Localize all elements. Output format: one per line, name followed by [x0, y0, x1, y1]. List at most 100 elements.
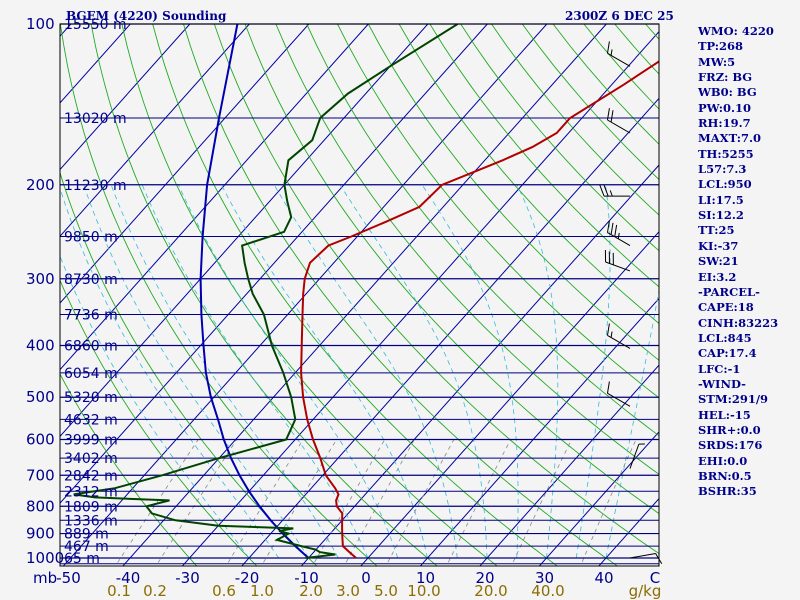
height-label: 2312 m [64, 484, 118, 500]
isotherm-line [60, 24, 369, 371]
index-row: L57:7.3 [698, 162, 747, 177]
valid-time: 2300Z 6 DEC 25 [565, 9, 674, 23]
station-title: BGEM (4220) Sounding [66, 9, 227, 23]
mixing-ratio-tick-label: 20.0 [474, 582, 507, 600]
dry-adiabat-line [398, 24, 659, 324]
mixing-ratio-tick-label: 0.6 [212, 582, 236, 600]
dry-adiabat-line [429, 24, 659, 288]
mixing-ratio-line [580, 439, 637, 566]
index-row: KI:-37 [698, 238, 739, 253]
isobar-grid [60, 23, 659, 565]
wind-barb [604, 250, 631, 272]
index-row: BRN:0.5 [698, 468, 752, 483]
pressure-tick-label: 800 [26, 497, 55, 515]
temperature-tick-label: -30 [175, 569, 200, 587]
dry-adiabat-line [460, 24, 659, 252]
isotherm-line [479, 364, 659, 566]
isotherm-line [60, 24, 191, 171]
mixing-ratio-tick-label: 1.0 [250, 582, 274, 600]
height-label: 13020 m [64, 111, 127, 127]
dry-adiabat-line [244, 24, 659, 515]
sounding-indices-panel: WMO: 4220 TP:268 MW:5 FRZ: BG WB0: BG PW:0.10… [698, 24, 798, 500]
dry-adiabat-grid [60, 24, 659, 566]
pressure-tick-label: 600 [26, 431, 55, 449]
index-row: SW:21 [698, 254, 739, 269]
mixing-ratio-tick-label: 0.1 [107, 582, 131, 600]
index-row: LCL:845 [698, 330, 752, 345]
temperature-tick-label: 0 [361, 569, 371, 587]
pressure-tick-label: 500 [26, 388, 55, 406]
temperature-tick-label: 30 [535, 569, 554, 587]
index-row: MAXT:7.0 [698, 131, 761, 146]
mixing-ratio-line [385, 439, 455, 566]
index-row: STM:291/9 [698, 392, 769, 407]
height-label: 5320 m [64, 390, 118, 406]
moist-adiabat-line [178, 184, 399, 559]
index-row: -WIND- [698, 376, 746, 391]
isotherm-line [60, 24, 488, 504]
isotherm-line [419, 297, 659, 566]
height-label: 2842 m [64, 468, 118, 484]
dry-adiabat-line [60, 373, 198, 566]
index-row: -PARCEL- [698, 284, 760, 299]
temperature-tick-label: -20 [235, 569, 260, 587]
mixing-ratio-line [155, 439, 238, 566]
temperature-tick-label: 20 [475, 569, 494, 587]
wind-barb [606, 108, 631, 134]
height-label: 3402 m [64, 451, 118, 467]
mixing-ratio-line [114, 439, 199, 566]
pressure-tick-label: 1000 [26, 549, 64, 567]
isotherm-line [60, 24, 429, 438]
index-row: TH:5255 [698, 146, 754, 161]
mixing-ratio-tick-label: 40.0 [531, 582, 564, 600]
dry-adiabat-line [183, 24, 619, 566]
pressure-tick-label: 400 [26, 337, 55, 355]
mixing-ratio-line [343, 439, 415, 566]
mixing-ratio-line [225, 439, 304, 566]
dry-adiabat-line [306, 24, 659, 437]
temperature-tick-label: -10 [294, 569, 319, 587]
plot-frame [59, 23, 660, 567]
pressure-tick-label: 100 [26, 15, 55, 33]
mixing-ratio-tick-label: 5.0 [374, 582, 398, 600]
index-row: CINH:83223 [698, 315, 779, 330]
moist-adiabat-line [110, 184, 339, 559]
index-row: SHR+:0.0 [698, 422, 761, 437]
index-row: CAPE:18 [698, 300, 754, 315]
index-row: HEL:-15 [698, 407, 751, 422]
isotherm-line [241, 97, 659, 566]
index-row: EI:3.2 [698, 269, 737, 284]
height-label: 65 m [64, 551, 100, 567]
height-label: 1336 m [64, 513, 118, 529]
height-label: 3999 m [64, 433, 118, 449]
wind-barbs [599, 41, 663, 565]
dry-adiabat-line [121, 24, 498, 566]
mixing-ratio-tick-label: 2.0 [299, 582, 323, 600]
wind-barb [606, 323, 631, 349]
dry-adiabat-line [213, 24, 659, 555]
index-row: WB0: BG [698, 85, 757, 100]
pressure-tick-label: 700 [26, 466, 55, 484]
wind-barb [629, 552, 663, 565]
dry-adiabat-line [337, 24, 659, 399]
temperature-tick-label: -40 [116, 569, 141, 587]
index-row: EHI:0.0 [698, 453, 748, 468]
dry-adiabat-line [275, 24, 659, 475]
pressure-tick-label: 300 [26, 270, 55, 288]
index-row: FRZ: BG [698, 70, 753, 85]
wind-barb [606, 220, 631, 247]
dry-adiabat-line [90, 24, 438, 566]
wind-barb [606, 41, 631, 67]
height-label: 467 m [64, 539, 109, 555]
wind-barb [599, 184, 630, 197]
sounding-profiles [73, 24, 659, 559]
isotherm-line [60, 24, 250, 238]
index-row: PW:0.10 [698, 100, 752, 115]
index-row: CAP:17.4 [698, 346, 757, 361]
isotherm-line [181, 30, 659, 566]
dewpoint-profile-line [73, 24, 459, 559]
pressure-tick-label: 900 [26, 525, 55, 543]
wind-barb [629, 443, 645, 469]
height-label: 15550 m [64, 17, 127, 33]
